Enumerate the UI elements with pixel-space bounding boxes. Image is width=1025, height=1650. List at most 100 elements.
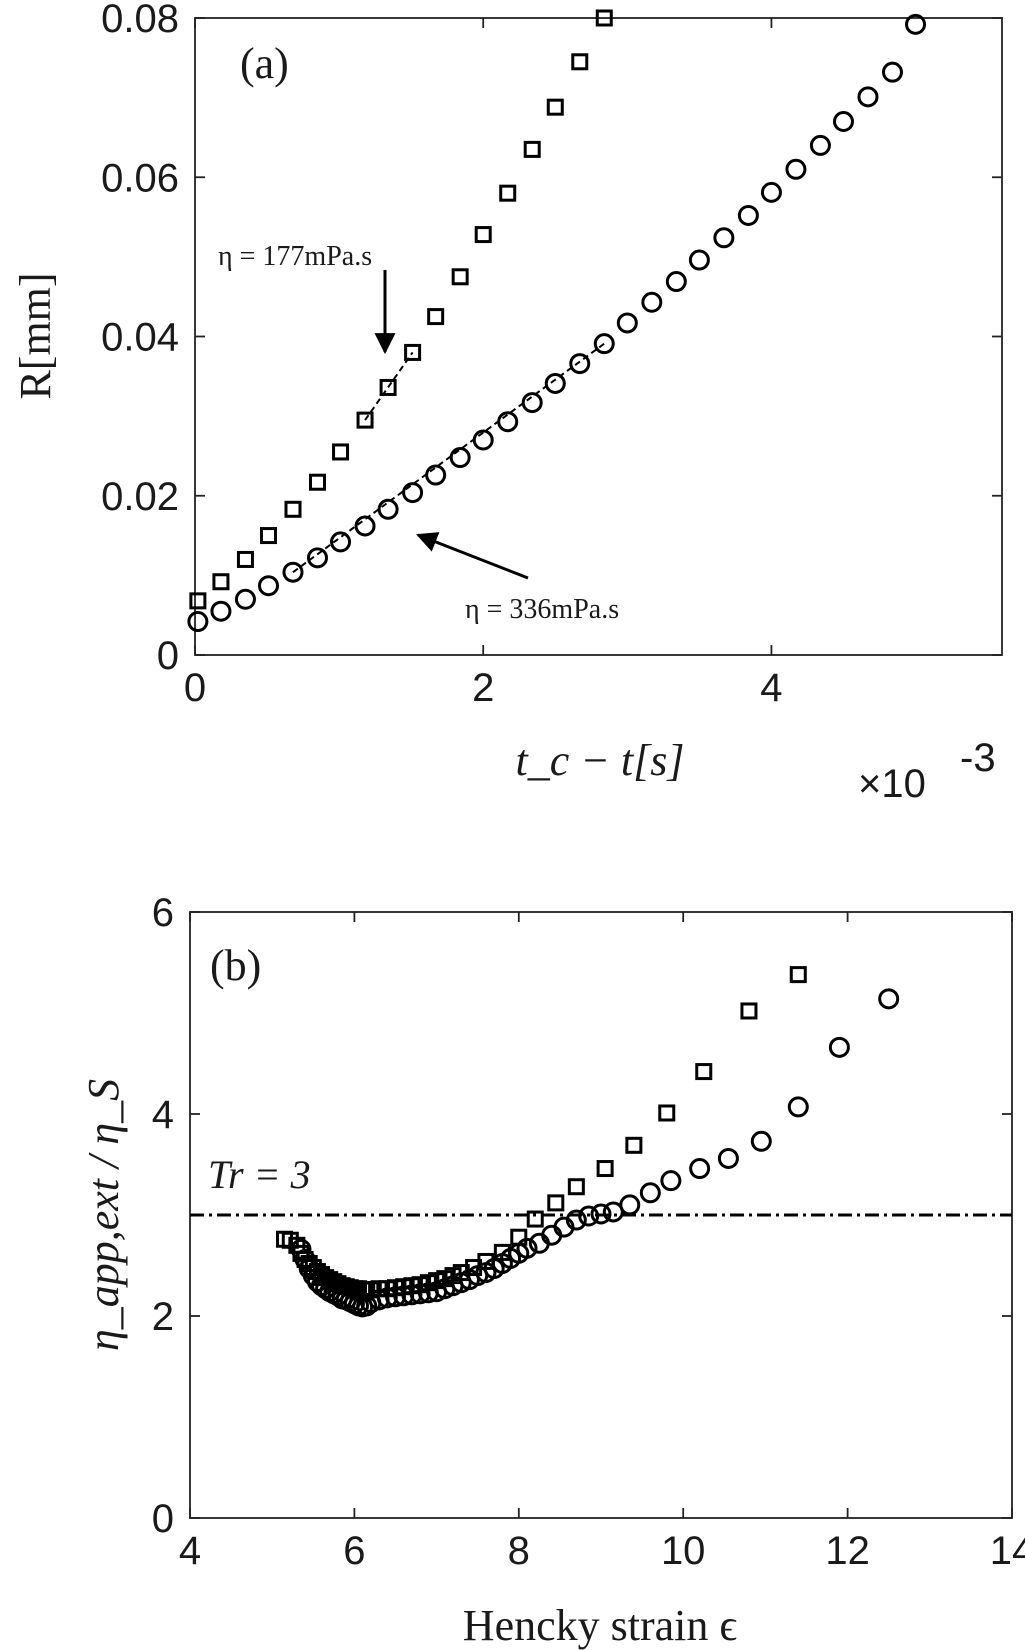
data-point-square [356, 411, 374, 429]
data-point-circle [593, 333, 615, 355]
panel-b-ylabel: η_app,ext / η_S [79, 1079, 128, 1351]
data-point-circle [619, 1194, 641, 1216]
reference-line-label: Tr = 3 [208, 1152, 311, 1197]
data-point-square [658, 1104, 676, 1122]
panel-a-ytick-label: 0.06 [101, 156, 179, 200]
data-point-circle [210, 600, 232, 622]
panel-b-xtick-label: 10 [661, 1529, 706, 1573]
data-point-circle [578, 1205, 600, 1227]
data-point-square [567, 1178, 585, 1196]
data-point-circle [234, 588, 256, 610]
data-point-square [546, 98, 564, 116]
data-point-square [571, 53, 589, 71]
data-point-circle [787, 1096, 809, 1118]
data-point-circle [590, 1203, 612, 1225]
data-point-square [547, 1194, 565, 1212]
data-point-circle [187, 611, 209, 633]
data-point-circle [306, 547, 328, 569]
data-point-circle [660, 1170, 682, 1192]
panel-a-x-exponent-power: -3 [960, 736, 996, 780]
data-point-circle [377, 498, 399, 520]
panel-b-markers [276, 966, 900, 1318]
panel-b-xlabel: Hencky strain ϵ [463, 1601, 737, 1650]
annotation-eta-177: η = 177mPa.s [218, 241, 372, 272]
panel-a-ytick-label: 0.08 [101, 0, 179, 41]
data-point-circle [472, 429, 494, 451]
panel-b-xtick-label: 12 [825, 1529, 870, 1573]
data-point-circle [290, 1238, 312, 1260]
data-point-square [284, 500, 302, 518]
panel-b-xtick-label: 8 [508, 1529, 530, 1573]
data-point-circle [282, 561, 304, 583]
panel-b-ytick-label: 4 [152, 1093, 174, 1137]
panel-a-ytick-label: 0.04 [101, 316, 179, 360]
panel-b-ticks: 4 6 8 10 12 14 0 2 4 6 [152, 891, 1025, 1573]
data-point-circle [737, 204, 759, 226]
data-point-circle [689, 1158, 711, 1180]
panel-a-xtick-label: 4 [760, 666, 782, 710]
data-point-circle [905, 13, 927, 35]
panel-a-xtick-label: 2 [472, 666, 494, 710]
data-point-circle [616, 312, 638, 334]
data-point-square [526, 1210, 544, 1228]
data-point-circle [569, 353, 591, 375]
panel-b-ytick-label: 6 [152, 891, 174, 935]
data-point-circle [639, 1182, 661, 1204]
panel-b-ytick-label: 0 [152, 1497, 174, 1541]
data-point-circle [449, 447, 471, 469]
data-point-circle [565, 1209, 587, 1231]
data-point-square [596, 1160, 614, 1178]
data-point-circle [713, 227, 735, 249]
data-point-square [236, 550, 254, 568]
data-point-circle [828, 1036, 850, 1058]
panel-a-xlabel: t_c − t[s] [515, 736, 684, 785]
data-point-circle [544, 372, 566, 394]
data-point-circle [497, 411, 519, 433]
panel-b: 4 6 8 10 12 14 0 2 4 6 (b) Tr = 3 η_app,ext / η_S… [79, 891, 1025, 1650]
panel-b-xtick-label: 4 [179, 1529, 201, 1573]
data-point-square [499, 184, 517, 202]
data-point-square [404, 343, 422, 361]
data-point-square [259, 527, 277, 545]
data-point-square [695, 1063, 713, 1081]
panel-b-label: (b) [210, 941, 261, 990]
data-point-square [523, 140, 541, 158]
panel-a-ytick-label: 0 [157, 634, 179, 678]
data-point-square [379, 378, 397, 396]
data-point-circle [425, 464, 447, 486]
data-point-circle [354, 515, 376, 537]
data-point-circle [402, 482, 424, 504]
panel-a: 0 2 4 0 0.02 0.04 0.06 0.08 (a) R[mm] t_c − t[s… [11, 0, 1003, 806]
data-point-square [189, 592, 207, 610]
panel-a-markers [187, 9, 927, 633]
panel-b-xtick-label: 14 [990, 1529, 1025, 1573]
data-point-circle [516, 1237, 538, 1259]
data-point-square [625, 1136, 643, 1154]
data-point-circle [760, 181, 782, 203]
data-point-circle [665, 271, 687, 293]
data-point-circle [881, 61, 903, 83]
panel-a-label: (a) [240, 39, 289, 88]
panel-a-xtick-label: 0 [184, 666, 206, 710]
data-point-circle [257, 575, 279, 597]
data-point-circle [641, 291, 663, 313]
data-point-square [595, 9, 613, 27]
panel-b-xtick-label: 6 [343, 1529, 365, 1573]
panel-b-ytick-label: 2 [152, 1295, 174, 1339]
data-point-square [427, 308, 445, 326]
annotation-arrow-336 [416, 532, 529, 580]
data-point-square [332, 443, 350, 461]
data-point-circle [356, 1295, 378, 1317]
data-point-square [451, 268, 469, 286]
data-point-circle [330, 531, 352, 553]
data-point-circle [832, 111, 854, 133]
data-point-circle [809, 134, 831, 156]
data-point-square [212, 573, 230, 591]
data-point-circle [785, 158, 807, 180]
data-point-circle [688, 249, 710, 271]
data-point-circle [717, 1147, 739, 1169]
data-point-square [308, 473, 326, 491]
data-point-square [740, 1002, 758, 1020]
annotation-eta-336: η = 336mPa.s [465, 594, 619, 625]
